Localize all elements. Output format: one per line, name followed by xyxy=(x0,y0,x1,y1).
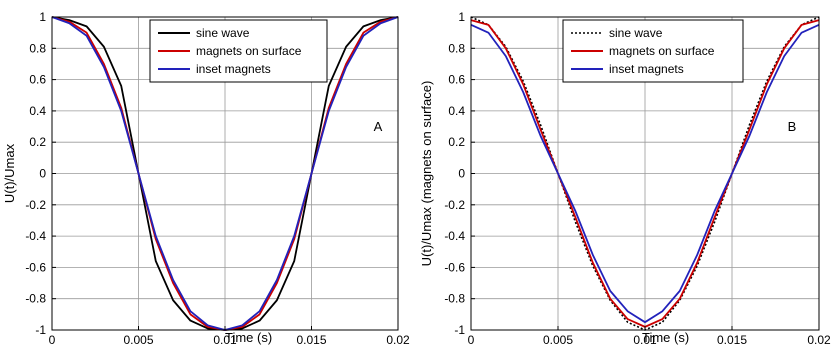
x-tick-label: 0 xyxy=(49,333,56,347)
y-tick-label: 0.8 xyxy=(448,41,465,55)
x-tick-label: 0.005 xyxy=(123,333,153,347)
y-tick-label: 0 xyxy=(458,167,465,181)
legend-box xyxy=(149,19,328,83)
legend-entry: magnets on surface xyxy=(196,44,302,58)
x-tick-label: 0.015 xyxy=(296,333,326,347)
x-axis-label: Time (s) xyxy=(225,330,272,345)
legend: sine wave magnets on surface inset magnets xyxy=(149,19,328,83)
legend-entry: inset magnets xyxy=(609,62,684,76)
y-tick-label: 0.6 xyxy=(448,73,465,87)
y-tick-label: 0.6 xyxy=(29,73,46,87)
y-tick-label: -0.8 xyxy=(25,292,46,306)
x-tick-label: 0.01 xyxy=(213,333,237,347)
y-tick-label: -0.8 xyxy=(444,292,465,306)
y-tick-label: 1 xyxy=(39,10,46,24)
panel-letter: B xyxy=(788,119,797,134)
y-tick-label: -0.6 xyxy=(444,260,465,274)
x-tick-label: 0 xyxy=(468,333,475,347)
y-tick-label: 0.8 xyxy=(29,41,46,55)
chart-panel-a: 10.80.60.40.20-0.2-0.4-0.6-0.8-10 0.005 0.… xyxy=(2,10,410,347)
panel-letter: A xyxy=(374,119,383,134)
y-tick-label: -1 xyxy=(454,323,465,337)
x-tick-label: 0.005 xyxy=(543,333,573,347)
x-tick-label: 0.02 xyxy=(386,333,410,347)
y-tick-label: 0.4 xyxy=(29,104,46,118)
y-tick-label: -0.4 xyxy=(444,229,465,243)
y-tick-label: -0.2 xyxy=(25,198,46,212)
y-tick-label: -0.6 xyxy=(25,260,46,274)
legend-entry: inset magnets xyxy=(196,62,271,76)
series-line-inset-magnets xyxy=(470,23,820,324)
y-axis-label: U(t)/Umax xyxy=(2,143,17,203)
legend-entry: sine wave xyxy=(609,26,663,40)
chart-panel-b: 10.80.60.40.20-0.2-0.4-0.6-0.8-10 0.005 0.… xyxy=(419,10,831,347)
legend-entry: magnets on surface xyxy=(609,44,715,58)
legend: sine wave magnets on surface inset magnets xyxy=(562,19,744,83)
y-tick-label: 0.4 xyxy=(448,104,465,118)
x-tick-label: 0.02 xyxy=(807,333,831,347)
x-tick-label: 0.01 xyxy=(633,333,657,347)
y-tick-label: -0.2 xyxy=(444,198,465,212)
x-axis-label: Time (s) xyxy=(642,330,689,345)
y-tick-label: 0.2 xyxy=(448,135,465,149)
legend-entry: sine wave xyxy=(196,26,250,40)
y-tick-label: 0.2 xyxy=(29,135,46,149)
y-tick-label: 0 xyxy=(39,167,46,181)
y-tick-label: -1 xyxy=(35,323,46,337)
y-axis-label: U(t)/Umax (magnets on surface) xyxy=(419,81,434,267)
y-tick-label: 1 xyxy=(458,10,465,24)
x-tick-label: 0.015 xyxy=(717,333,747,347)
y-tick-label: -0.4 xyxy=(25,229,46,243)
